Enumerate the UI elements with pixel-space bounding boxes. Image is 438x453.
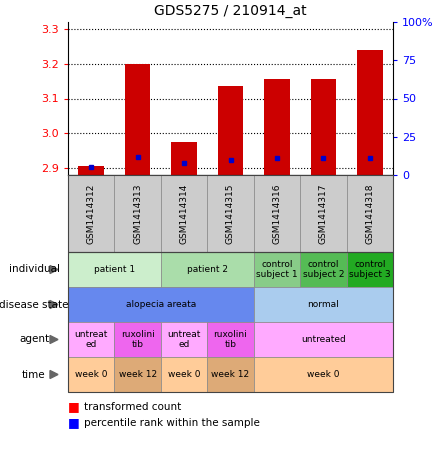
Text: GSM1414315: GSM1414315 [226,183,235,244]
Bar [264,79,290,175]
Text: GSM1414318: GSM1414318 [365,183,374,244]
Text: patient 2: patient 2 [187,265,228,274]
Bar [311,79,336,175]
Text: disease state: disease state [0,299,69,309]
Text: agent: agent [19,334,49,344]
Text: GSM1414316: GSM1414316 [272,183,282,244]
Text: untreat
ed: untreat ed [74,330,108,349]
Text: ruxolini
tib: ruxolini tib [121,330,155,349]
Text: individual: individual [8,265,60,275]
Text: week 0: week 0 [307,370,339,379]
Text: normal: normal [307,300,339,309]
Text: time: time [22,370,46,380]
Text: control
subject 1: control subject 1 [256,260,298,279]
Text: week 12: week 12 [119,370,157,379]
Text: GSM1414313: GSM1414313 [133,183,142,244]
Text: percentile rank within the sample: percentile rank within the sample [84,418,260,428]
Text: transformed count: transformed count [84,402,181,412]
Text: GSM1414312: GSM1414312 [87,183,96,244]
Text: week 0: week 0 [168,370,200,379]
Text: control
subject 3: control subject 3 [349,260,391,279]
Text: patient 1: patient 1 [94,265,135,274]
Text: ■: ■ [68,400,80,413]
Text: alopecia areata: alopecia areata [126,300,196,309]
Title: GDS5275 / 210914_at: GDS5275 / 210914_at [154,4,307,18]
Bar [218,87,243,175]
Bar [78,166,104,175]
Text: GSM1414314: GSM1414314 [180,183,189,244]
Text: control
subject 2: control subject 2 [303,260,344,279]
Text: GSM1414317: GSM1414317 [319,183,328,244]
Text: untreated: untreated [301,335,346,344]
Bar [125,64,150,175]
Bar [357,50,382,175]
Text: untreat
ed: untreat ed [167,330,201,349]
Text: week 12: week 12 [212,370,250,379]
Text: ■: ■ [68,416,80,429]
Text: week 0: week 0 [75,370,107,379]
Bar [171,142,197,175]
Text: ruxolini
tib: ruxolini tib [214,330,247,349]
